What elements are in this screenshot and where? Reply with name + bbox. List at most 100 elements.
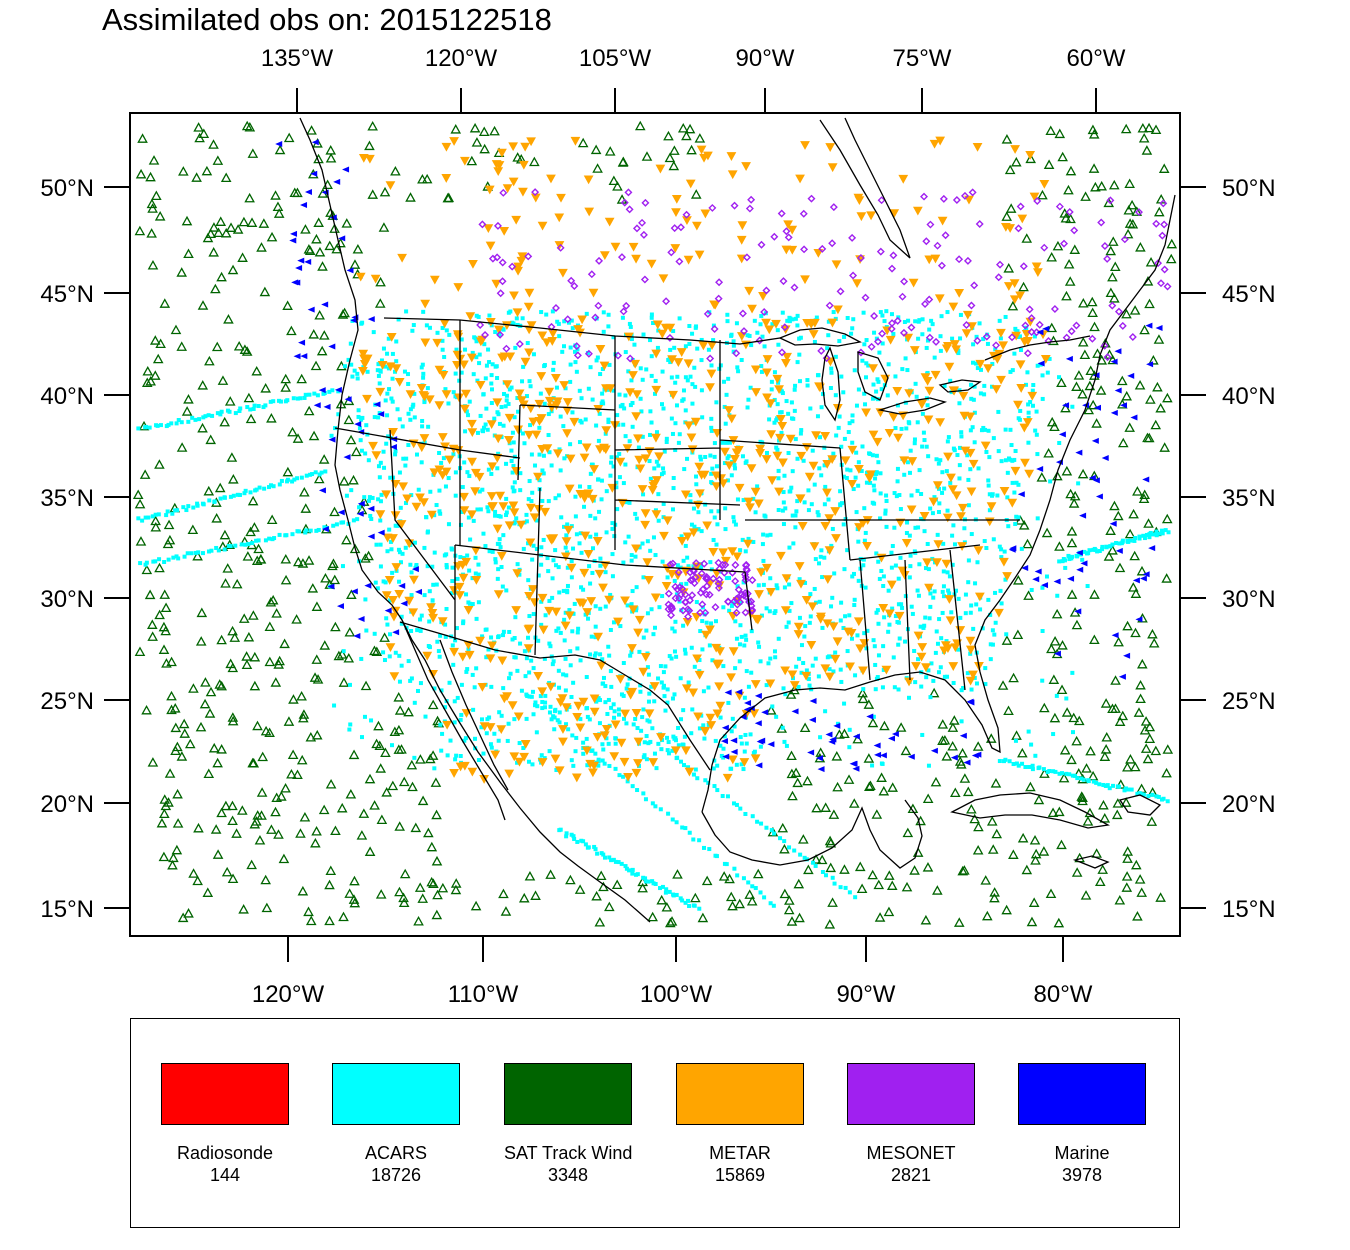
acars-point bbox=[560, 349, 565, 354]
acars-point bbox=[722, 734, 727, 739]
sat-track-wind-point bbox=[1105, 287, 1117, 298]
acars-point bbox=[691, 420, 696, 425]
acars-point bbox=[451, 662, 456, 667]
acars-point bbox=[795, 499, 800, 504]
sat-track-wind-point bbox=[307, 583, 319, 593]
acars-point bbox=[916, 319, 921, 324]
acars-point bbox=[1008, 369, 1013, 374]
marine-point bbox=[721, 724, 729, 731]
acars-point bbox=[759, 369, 764, 374]
mesonet-point bbox=[900, 277, 909, 286]
metar-point bbox=[1040, 355, 1051, 364]
sat-track-wind-point bbox=[1029, 834, 1041, 845]
acars-track-point bbox=[768, 901, 773, 906]
acars-point bbox=[997, 544, 1002, 549]
marine-point bbox=[367, 505, 375, 512]
acars-track-point bbox=[200, 551, 205, 556]
sat-track-wind-point bbox=[1048, 674, 1060, 684]
acars-point bbox=[1032, 334, 1037, 339]
sat-track-wind-point bbox=[287, 749, 299, 759]
sat-track-wind-point bbox=[987, 844, 999, 854]
acars-point bbox=[733, 466, 738, 471]
acars-point bbox=[489, 373, 494, 378]
metar-point bbox=[386, 333, 397, 342]
acars-track-point bbox=[218, 412, 223, 417]
acars-point bbox=[673, 619, 678, 624]
acars-track-point bbox=[813, 863, 818, 868]
sat-track-wind-point bbox=[1135, 679, 1146, 690]
mesonet-point bbox=[685, 596, 694, 605]
acars-point bbox=[671, 476, 676, 481]
acars-track-point bbox=[331, 523, 336, 528]
acars-point bbox=[932, 355, 937, 360]
acars-point bbox=[641, 575, 646, 580]
metar-point bbox=[550, 754, 561, 764]
sat-track-wind-point bbox=[1030, 855, 1041, 865]
acars-point bbox=[1002, 549, 1007, 554]
acars-point bbox=[409, 676, 414, 681]
acars-track-point bbox=[575, 839, 580, 844]
acars-track-point bbox=[746, 880, 751, 885]
acars-point bbox=[536, 573, 541, 578]
sat-track-wind-point bbox=[208, 742, 220, 753]
metar-point bbox=[534, 417, 545, 426]
acars-point bbox=[692, 664, 697, 669]
acars-point bbox=[761, 532, 766, 537]
metar-point bbox=[475, 380, 486, 390]
metar-point bbox=[948, 302, 959, 312]
acars-track-point bbox=[271, 484, 276, 489]
acars-point bbox=[397, 653, 402, 658]
metar-point bbox=[948, 662, 959, 671]
metar-point bbox=[385, 362, 396, 372]
acars-point bbox=[426, 424, 431, 429]
sat-track-wind-point bbox=[227, 264, 239, 275]
acars-point bbox=[489, 323, 494, 328]
metar-point bbox=[558, 737, 568, 747]
acars-point bbox=[480, 487, 485, 492]
acars-point bbox=[463, 429, 468, 434]
acars-point bbox=[925, 541, 930, 546]
acars-point bbox=[484, 406, 489, 411]
marine-point bbox=[879, 752, 887, 759]
acars-track-point bbox=[624, 866, 629, 871]
metar-point bbox=[929, 139, 940, 149]
marine-point bbox=[1037, 360, 1045, 367]
acars-point bbox=[470, 672, 475, 677]
acars-track-point bbox=[666, 751, 671, 756]
metar-point bbox=[766, 588, 776, 597]
sat-track-wind-point bbox=[959, 865, 970, 875]
acars-track-point bbox=[686, 898, 691, 903]
acars-point bbox=[756, 640, 761, 645]
marine-point bbox=[304, 189, 312, 196]
acars-point bbox=[916, 593, 921, 598]
acars-track-point bbox=[671, 892, 676, 897]
sat-track-wind-point bbox=[168, 852, 179, 863]
marine-point bbox=[300, 353, 308, 360]
acars-point bbox=[542, 705, 547, 710]
metar-point bbox=[449, 647, 460, 657]
acars-track-point bbox=[572, 836, 577, 841]
acars-point bbox=[709, 509, 714, 514]
sat-track-wind-point bbox=[256, 242, 267, 252]
mesonet-point bbox=[594, 301, 603, 310]
acars-point bbox=[474, 666, 479, 671]
acars-point bbox=[534, 730, 539, 735]
acars-point bbox=[613, 736, 618, 741]
mesonet-point bbox=[587, 270, 596, 279]
acars-point bbox=[806, 677, 811, 682]
metar-point bbox=[756, 568, 766, 577]
metar-point bbox=[922, 558, 933, 568]
mesonet-point bbox=[478, 220, 487, 229]
sat-track-wind-point bbox=[1036, 472, 1048, 482]
sat-track-wind-point bbox=[883, 906, 895, 917]
acars-point bbox=[971, 360, 976, 365]
acars-point bbox=[495, 375, 500, 380]
sat-track-wind-point bbox=[160, 602, 172, 613]
acars-point bbox=[634, 585, 639, 590]
acars-point bbox=[672, 629, 677, 634]
metar-point bbox=[690, 417, 701, 427]
acars-point bbox=[986, 483, 991, 488]
metar-point bbox=[494, 325, 504, 335]
acars-track-point bbox=[692, 903, 697, 908]
sat-track-wind-point bbox=[1076, 791, 1087, 801]
